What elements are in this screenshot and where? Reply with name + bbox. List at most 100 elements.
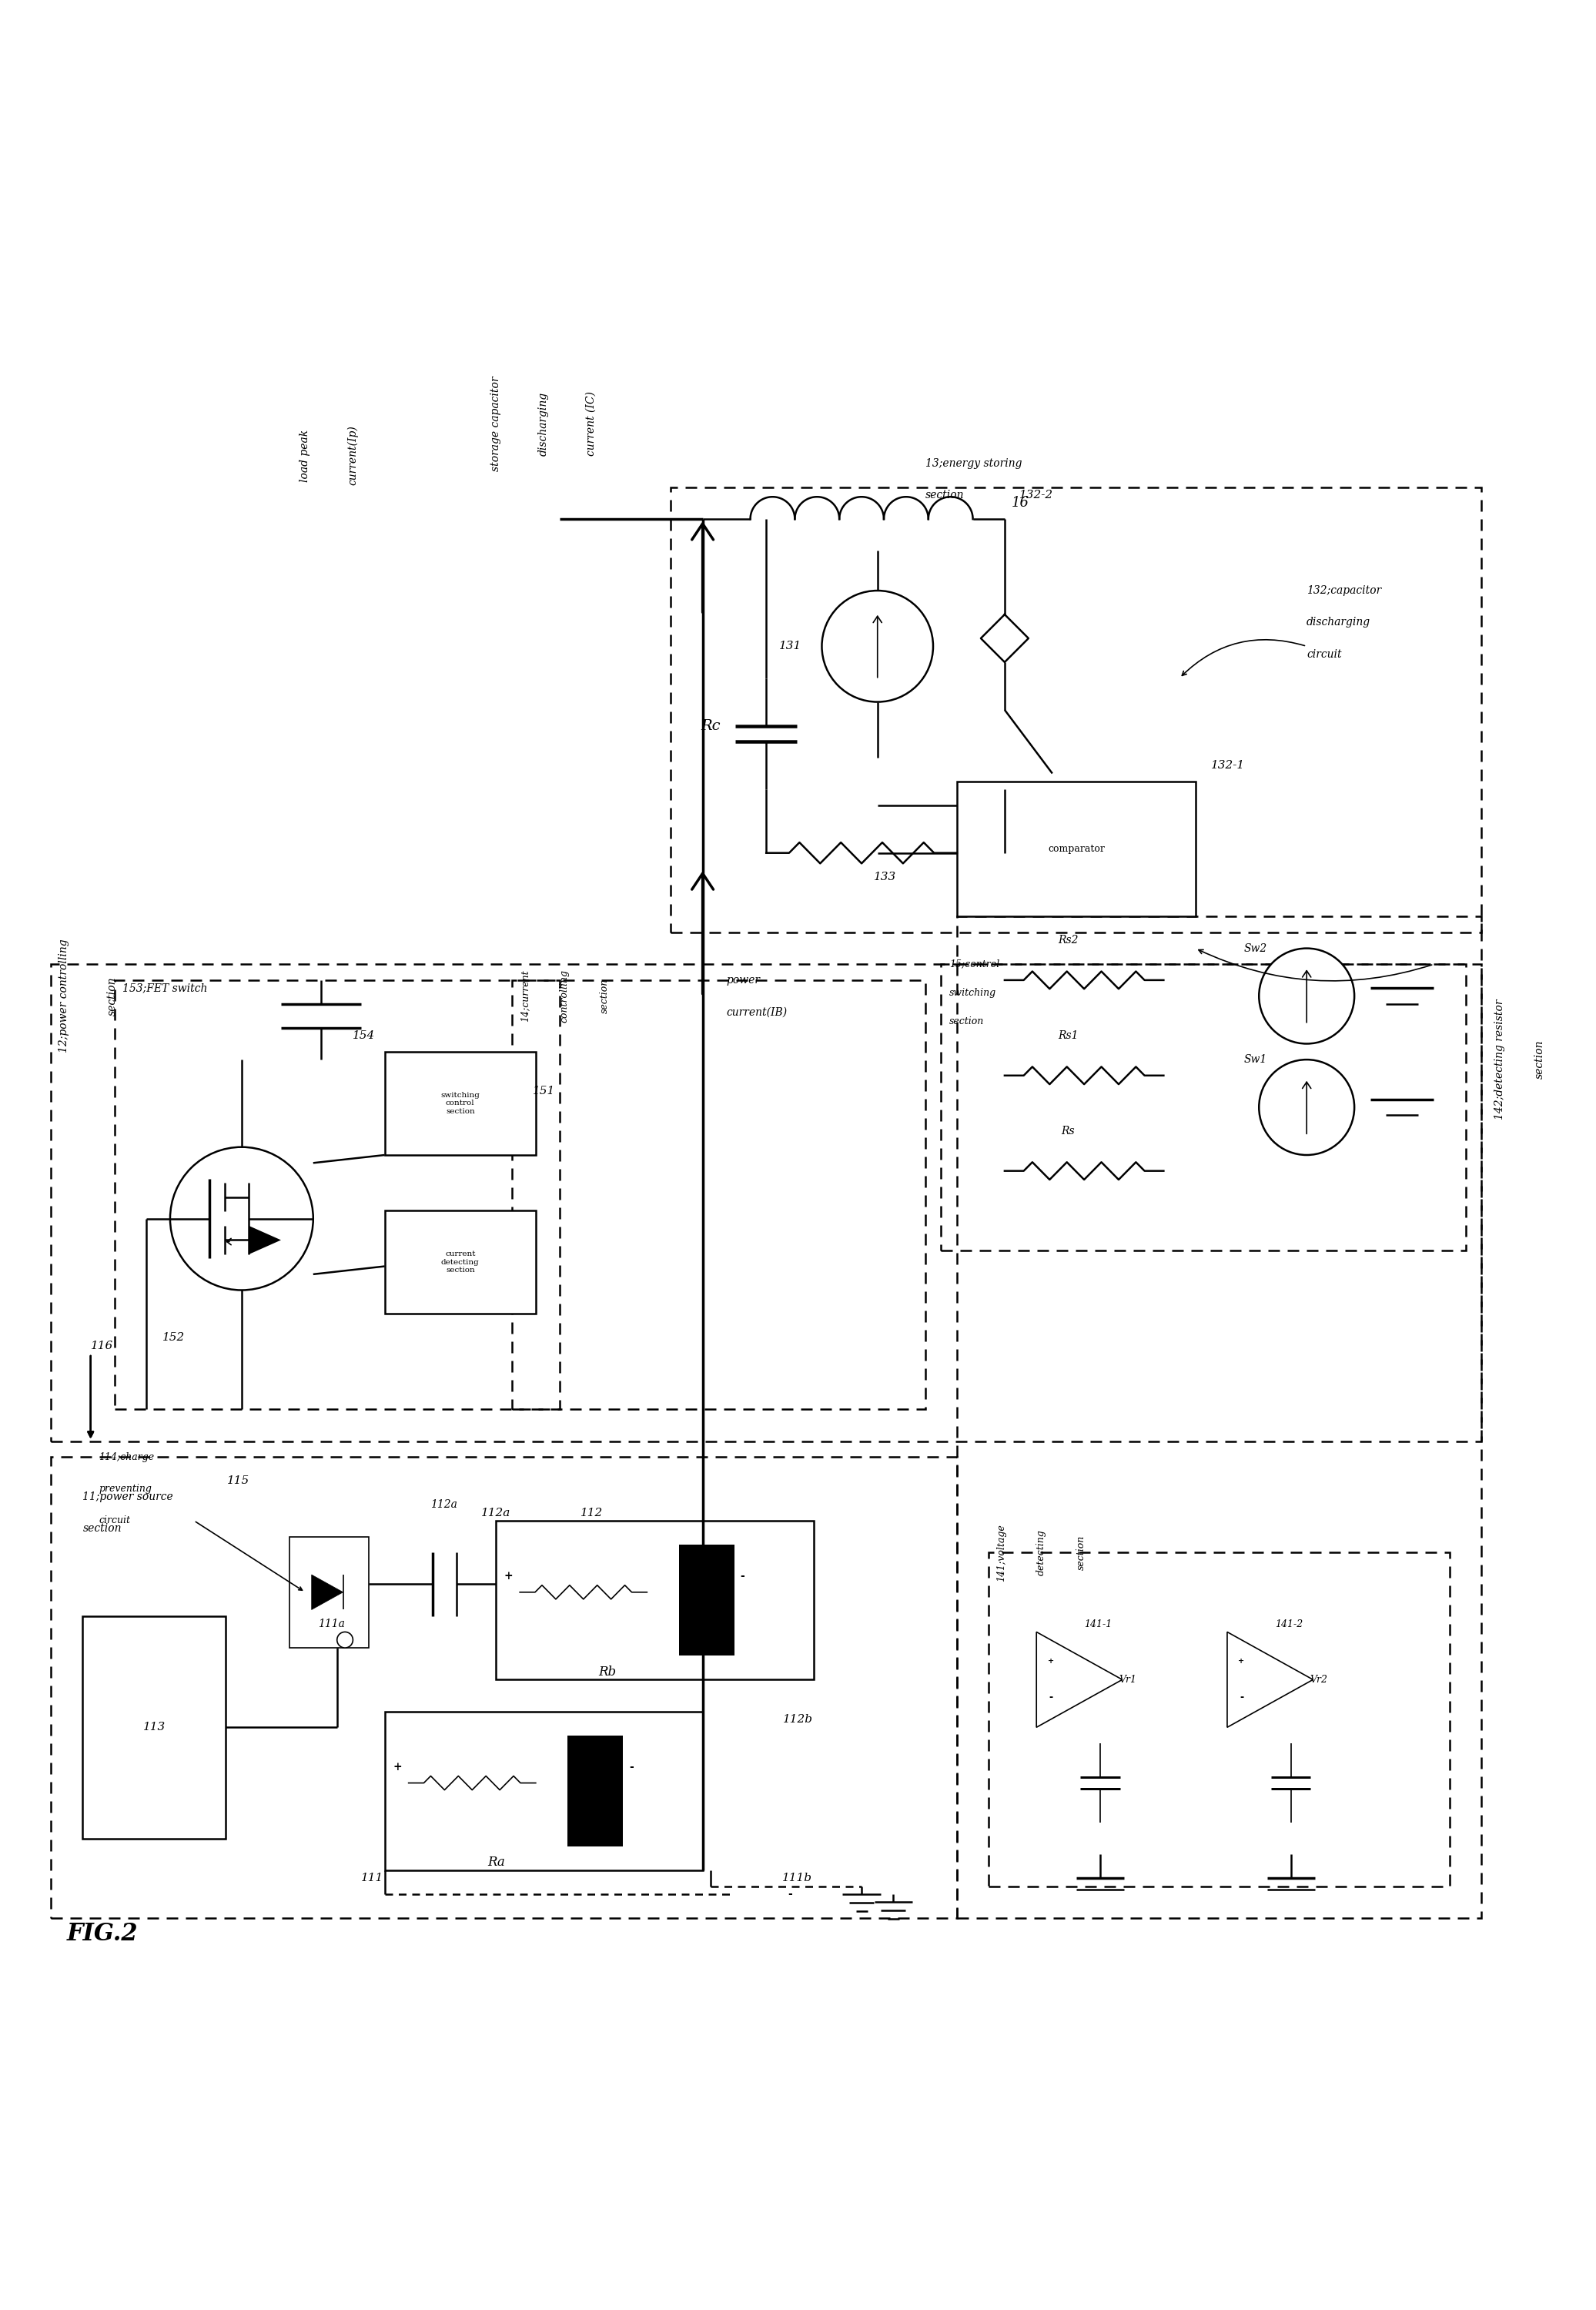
Polygon shape xyxy=(249,1227,281,1254)
Text: -: - xyxy=(741,1571,745,1582)
Text: section: section xyxy=(950,1016,983,1026)
Text: Vr1: Vr1 xyxy=(1119,1675,1136,1684)
Bar xyxy=(958,917,1481,1917)
Text: section: section xyxy=(1076,1536,1087,1571)
Text: 111: 111 xyxy=(361,1873,383,1883)
Text: load peak: load peak xyxy=(300,430,311,483)
Text: Vr2: Vr2 xyxy=(1310,1675,1328,1684)
Text: section: section xyxy=(600,979,610,1014)
Text: 15;control: 15;control xyxy=(950,959,999,970)
Text: discharging: discharging xyxy=(538,393,549,455)
Text: 132;capacitor: 132;capacitor xyxy=(1307,584,1382,596)
Bar xyxy=(385,1051,536,1155)
Bar xyxy=(385,1712,702,1871)
Text: Rb: Rb xyxy=(598,1666,616,1679)
Text: storage capacitor: storage capacitor xyxy=(490,377,501,471)
Text: section: section xyxy=(107,977,118,1016)
Text: 142;detecting resistor: 142;detecting resistor xyxy=(1494,1000,1505,1120)
Text: 112a: 112a xyxy=(429,1499,456,1511)
Polygon shape xyxy=(311,1575,343,1610)
Text: current(Ip): current(Ip) xyxy=(348,425,359,485)
Bar xyxy=(678,1545,734,1656)
Text: comparator: comparator xyxy=(1047,843,1104,855)
Bar xyxy=(568,1735,622,1846)
Text: switching: switching xyxy=(950,989,996,998)
Text: Rs2: Rs2 xyxy=(1058,936,1079,945)
Text: 152: 152 xyxy=(163,1333,185,1342)
Text: current
detecting
section: current detecting section xyxy=(440,1250,479,1273)
Text: Rc: Rc xyxy=(701,718,720,732)
Text: current (IC): current (IC) xyxy=(586,390,597,455)
Text: 131: 131 xyxy=(779,640,801,651)
Text: 141-2: 141-2 xyxy=(1275,1619,1302,1629)
Circle shape xyxy=(171,1148,313,1289)
Polygon shape xyxy=(1036,1631,1122,1728)
Text: section: section xyxy=(926,490,964,501)
Text: +: + xyxy=(1238,1659,1245,1666)
Text: 151: 151 xyxy=(533,1086,555,1097)
Text: 132-2: 132-2 xyxy=(1020,490,1053,501)
Text: 112a: 112a xyxy=(482,1508,511,1518)
Text: 113: 113 xyxy=(144,1721,166,1732)
Bar xyxy=(990,1552,1449,1887)
Text: +: + xyxy=(504,1571,514,1582)
Bar xyxy=(512,979,926,1409)
Text: 111b: 111b xyxy=(782,1873,812,1883)
Bar xyxy=(289,1536,369,1647)
Text: controlling: controlling xyxy=(560,970,570,1023)
Text: 12;power controlling: 12;power controlling xyxy=(59,940,70,1053)
Text: 111a: 111a xyxy=(318,1619,345,1629)
Bar xyxy=(670,487,1481,933)
Text: circuit: circuit xyxy=(1307,649,1342,661)
Text: -: - xyxy=(1240,1693,1243,1702)
Text: FIG.2: FIG.2 xyxy=(67,1922,139,1945)
Polygon shape xyxy=(1227,1631,1314,1728)
Text: Rs: Rs xyxy=(1061,1125,1076,1137)
Circle shape xyxy=(1259,949,1355,1044)
Text: 154: 154 xyxy=(353,1030,375,1042)
Text: 112: 112 xyxy=(579,1508,603,1518)
Text: Sw2: Sw2 xyxy=(1243,942,1267,954)
Text: section: section xyxy=(1534,1040,1545,1079)
Bar xyxy=(385,1210,536,1314)
Text: Sw1: Sw1 xyxy=(1243,1053,1267,1065)
Text: section: section xyxy=(83,1522,121,1534)
Bar xyxy=(83,1617,225,1839)
Text: discharging: discharging xyxy=(1307,617,1371,628)
Bar xyxy=(958,781,1195,917)
Text: -: - xyxy=(1049,1693,1053,1702)
Text: 11;power source: 11;power source xyxy=(83,1492,174,1502)
Circle shape xyxy=(822,591,934,702)
Text: 14;current: 14;current xyxy=(520,970,530,1021)
Text: 16: 16 xyxy=(1012,497,1029,511)
Bar xyxy=(51,963,1481,1441)
Text: 114;charge: 114;charge xyxy=(99,1453,155,1462)
Text: 115: 115 xyxy=(227,1476,249,1485)
Text: -: - xyxy=(788,1890,792,1899)
Text: +: + xyxy=(1047,1659,1053,1666)
Text: detecting: detecting xyxy=(1036,1529,1047,1575)
Text: current(IB): current(IB) xyxy=(726,1007,787,1016)
Text: +: + xyxy=(393,1763,402,1772)
Text: circuit: circuit xyxy=(99,1515,131,1525)
Bar xyxy=(51,1458,958,1917)
Circle shape xyxy=(1259,1060,1355,1155)
Text: 132-1: 132-1 xyxy=(1211,760,1245,772)
Text: 13;energy storing: 13;energy storing xyxy=(926,457,1021,469)
Text: -: - xyxy=(629,1763,634,1772)
Bar xyxy=(496,1520,814,1679)
Bar xyxy=(942,963,1465,1250)
Text: 112b: 112b xyxy=(784,1714,812,1726)
Text: 141;voltage: 141;voltage xyxy=(996,1525,1007,1582)
Text: Ra: Ra xyxy=(487,1855,504,1869)
Text: power: power xyxy=(726,975,760,986)
Text: 153;FET switch: 153;FET switch xyxy=(123,982,207,993)
Text: 133: 133 xyxy=(875,871,897,882)
Text: 141-1: 141-1 xyxy=(1084,1619,1112,1629)
Text: 116: 116 xyxy=(91,1340,113,1351)
Text: preventing: preventing xyxy=(99,1483,152,1495)
Circle shape xyxy=(337,1631,353,1647)
Bar xyxy=(115,979,560,1409)
Text: Rs1: Rs1 xyxy=(1058,1030,1079,1042)
Text: switching
control
section: switching control section xyxy=(440,1093,480,1116)
